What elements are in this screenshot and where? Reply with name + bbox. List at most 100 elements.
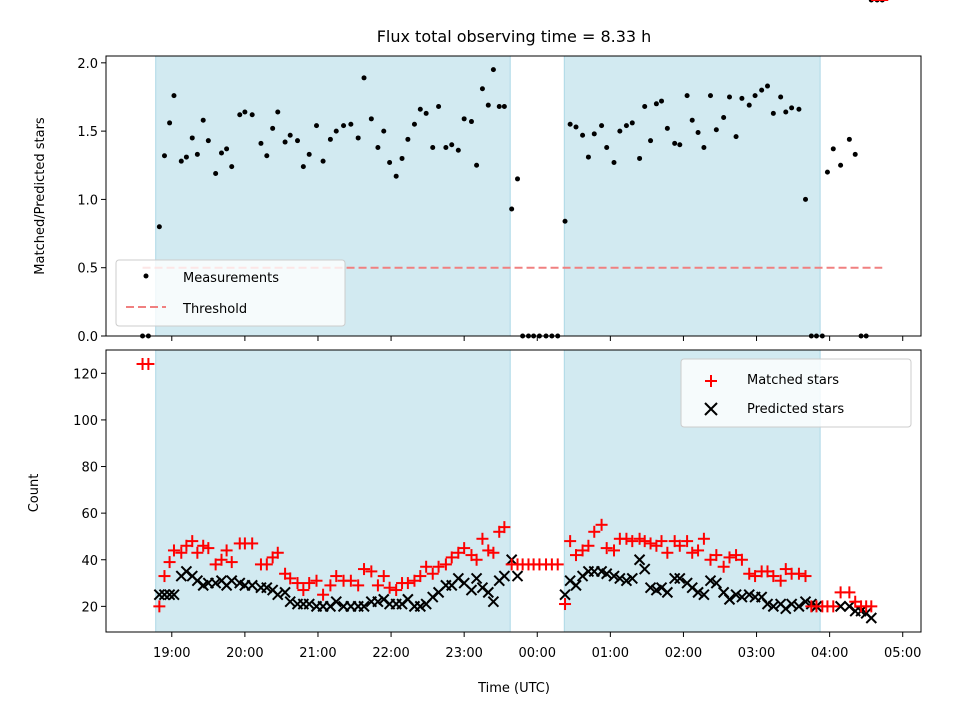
predicted-star-point (730, 589, 742, 601)
measurement-point (672, 140, 678, 146)
measurement-point (479, 86, 485, 92)
measurement-point (156, 224, 162, 230)
matched-star-point (476, 532, 489, 545)
matched-star-point (153, 600, 166, 613)
predicted-star-point (498, 570, 511, 582)
legend-marker-predicted (704, 402, 718, 416)
measurement-point (423, 110, 429, 116)
matched-star-point (843, 586, 856, 599)
measurement-point (689, 117, 695, 123)
matched-star-point (644, 537, 657, 550)
predicted-star-point (470, 572, 483, 585)
matched-star-point (390, 584, 403, 597)
predicted-star-point (163, 589, 176, 601)
measurement-point (648, 138, 654, 144)
matched-star-point (626, 535, 639, 548)
measurement-point (200, 117, 206, 123)
matched-star-point (564, 535, 577, 548)
measurement-point (713, 127, 719, 133)
matched-star-point (445, 551, 458, 564)
matched-star-point (420, 560, 433, 573)
matched-star-point (723, 551, 736, 564)
predicted-star-point (261, 582, 273, 594)
predicted-star-point (793, 600, 805, 613)
predicted-star-point (414, 600, 427, 613)
measurement-point (258, 140, 264, 146)
matched-star-point (692, 544, 705, 557)
top-legend-box (115, 259, 346, 327)
x-tick-label-6: 01:00 (592, 646, 629, 661)
bottom-y-tick-label-1: 40 (81, 554, 98, 569)
measurement-point (368, 116, 374, 122)
measurement-point (591, 131, 597, 137)
x-tick-label-1: 20:00 (226, 646, 263, 661)
matched-star-point (310, 574, 323, 587)
measurement-point (659, 98, 665, 104)
matched-star-point (284, 572, 297, 585)
top-legend: Measurements Threshold (115, 259, 346, 327)
predicted-star-point (674, 572, 686, 585)
matched-star-point (458, 542, 471, 555)
matched-star-point (749, 570, 762, 583)
top-y-axis-ticks: 0.0 0.5 1.0 1.5 2.0 (77, 57, 106, 345)
measurement-point (361, 75, 367, 81)
measurement-point (287, 132, 293, 138)
predicted-star-point (608, 570, 620, 582)
matched-star-point (470, 553, 483, 566)
measurement-point (599, 123, 605, 129)
predicted-star-point (736, 591, 748, 603)
matched-star-point (569, 549, 582, 562)
matched-star-point (582, 539, 595, 552)
predicted-star-point (570, 579, 582, 592)
bottom-y-axis-label: Count (27, 474, 42, 513)
measurement-point (830, 146, 836, 152)
measurement-point (509, 206, 515, 212)
measurement-point (838, 162, 844, 168)
measurement-point (242, 109, 248, 115)
measurement-point (183, 154, 189, 160)
measurement-point (684, 93, 690, 99)
matched-star-point (439, 558, 452, 571)
measurement-point (161, 153, 167, 159)
top-y-tick-label-0: 0.0 (77, 330, 98, 345)
measurement-point (637, 155, 643, 161)
predicted-star-point (620, 575, 633, 587)
measurement-point (333, 128, 339, 134)
x-tick-label-5: 00:00 (519, 646, 556, 661)
measurement-point (726, 94, 732, 100)
measurement-point (707, 93, 713, 99)
measurement-point (515, 176, 521, 182)
measurement-point (411, 121, 417, 127)
x-tick-label-9: 04:00 (811, 646, 848, 661)
measurement-point (275, 109, 281, 115)
predicted-star-point (487, 595, 500, 608)
measurement-point (264, 153, 270, 159)
matched-star-point (827, 600, 840, 613)
matched-star-point (225, 556, 238, 569)
measurement-point (282, 139, 288, 145)
top-axes-frame (105, 55, 922, 337)
measurement-point (490, 67, 496, 73)
x-tick-label-7: 02:00 (665, 646, 702, 661)
matched-star-point (655, 535, 668, 548)
predicted-star-point (638, 563, 651, 575)
measurement-point (436, 104, 442, 110)
predicted-star-point (358, 600, 370, 613)
measurement-point (562, 218, 568, 224)
legend-label-threshold: Threshold (182, 302, 247, 317)
matched-star-point (735, 553, 748, 566)
top-y-tick-label-3: 1.5 (77, 125, 98, 140)
matched-star-point (686, 546, 699, 559)
matched-star-point (487, 546, 500, 559)
matched-star-point (559, 598, 572, 611)
matched-star-point (792, 567, 805, 580)
measurement-point (455, 147, 461, 153)
bottom-y-tick-label-3: 80 (81, 461, 98, 476)
measurement-point (623, 123, 629, 129)
measurement-point (664, 125, 670, 131)
matched-star-point (865, 600, 878, 613)
matched-star-point (743, 567, 756, 580)
matched-star-point (167, 544, 180, 557)
measurement-point (567, 121, 573, 127)
measurement-point (399, 155, 405, 161)
